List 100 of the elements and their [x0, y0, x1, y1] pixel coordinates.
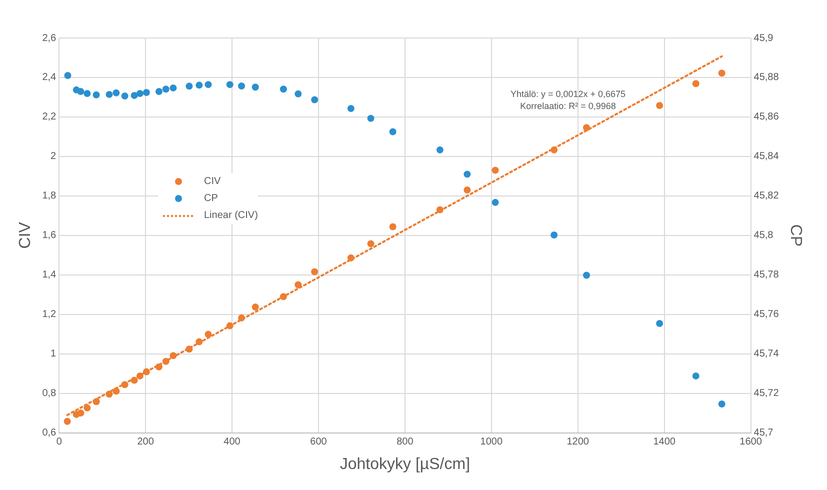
point: [692, 372, 700, 380]
point: [121, 92, 128, 100]
point: [77, 88, 84, 95]
x-tick-label: 1400: [653, 436, 676, 448]
x-tick-label: 1600: [740, 436, 762, 448]
point: [718, 70, 726, 77]
point: [64, 418, 71, 425]
point: [583, 124, 590, 132]
point: [492, 166, 499, 174]
point: [136, 372, 144, 380]
point: [656, 102, 664, 110]
point: [136, 90, 144, 97]
point: [347, 254, 354, 262]
point: [550, 146, 558, 154]
y-tick-label: 2,4: [42, 72, 57, 84]
y2-tick-label: 45,7: [754, 428, 774, 439]
y-tick-label: 1,4: [42, 270, 57, 281]
point: [226, 322, 234, 330]
y-tick-label: 2: [50, 151, 57, 162]
point: [142, 368, 150, 376]
point: [294, 281, 302, 288]
y-tick-label: 1,6: [42, 230, 57, 242]
point: [436, 206, 444, 214]
point: [112, 388, 120, 395]
point: [112, 89, 120, 96]
x-tick-label: 1200: [566, 436, 590, 448]
point: [252, 84, 259, 91]
point: [464, 170, 471, 178]
y-axis-title: CIV: [17, 222, 34, 249]
x-tick-label: 600: [310, 436, 328, 448]
point: [252, 304, 259, 311]
point: [196, 82, 203, 89]
point: [436, 146, 444, 154]
point: [226, 81, 234, 88]
point: [84, 90, 91, 97]
point: [121, 381, 128, 388]
point: [64, 72, 72, 80]
point: [492, 198, 499, 206]
x-tick-label: 800: [396, 436, 414, 448]
point: [280, 293, 287, 300]
point: [204, 81, 212, 88]
point: [162, 86, 170, 93]
point: [280, 86, 287, 93]
y2-tick-label: 45,9: [754, 32, 774, 44]
y-tick-label: 0,6: [42, 428, 57, 439]
x-tick-label: 400: [224, 436, 241, 448]
point: [367, 240, 374, 248]
legend-label: Linear (CIV): [204, 210, 258, 221]
point: [367, 114, 374, 122]
point: [294, 90, 302, 98]
y2-axis-title: CP: [786, 224, 804, 247]
y2-tick-label: 45,88: [754, 72, 780, 84]
point: [130, 376, 138, 384]
y2-tick-label: 45,86: [754, 112, 780, 123]
y-tick-label: 1,2: [42, 309, 57, 320]
legend-label: CP: [204, 193, 218, 204]
y-tick-label: 2,6: [42, 32, 57, 44]
point: [656, 320, 664, 327]
point: [196, 338, 203, 346]
point: [106, 90, 113, 98]
point: [92, 398, 100, 406]
point: [106, 390, 113, 398]
y2-tick-label: 45,74: [754, 348, 780, 360]
point: [155, 88, 162, 95]
x-tick-label: 200: [137, 436, 154, 448]
point: [77, 410, 84, 417]
point: [162, 358, 170, 365]
y2-tick-label: 45,76: [754, 309, 780, 320]
point: [186, 82, 193, 90]
point: [155, 363, 162, 370]
y2-tick-label: 45,82: [754, 190, 780, 202]
point: [311, 268, 318, 276]
x-tick-label: 1000: [480, 436, 503, 448]
point: [84, 404, 91, 412]
y-tick-label: 0,8: [42, 388, 57, 400]
y-tick-label: 1,8: [42, 190, 57, 202]
y2-tick-label: 45,78: [754, 270, 780, 281]
point: [170, 352, 177, 360]
y-tick-label: 2,2: [42, 112, 57, 123]
y2-tick-label: 45,84: [754, 151, 780, 162]
x-axis-title: Johtokyky [µS/cm]: [340, 456, 470, 473]
point: [92, 91, 100, 98]
point: [204, 330, 212, 338]
annotation: Korrelaatio: R² = 0,9968: [519, 100, 617, 112]
point: [186, 346, 193, 353]
point: [464, 186, 471, 194]
y2-tick-label: 45,8: [754, 230, 774, 242]
point: [389, 128, 396, 136]
point: [130, 92, 138, 99]
x-tick-label: 0: [56, 436, 62, 448]
point: [238, 314, 246, 322]
annotation: Yhtälö: y = 0,0012x + 0,6675: [509, 88, 627, 100]
point: [238, 82, 246, 90]
point: [583, 272, 590, 279]
point: [692, 80, 700, 88]
point: [347, 104, 354, 112]
point: [550, 232, 558, 239]
point: [311, 96, 318, 104]
y-tick-label: 1: [50, 348, 57, 360]
legend-label: CIV: [204, 176, 221, 187]
